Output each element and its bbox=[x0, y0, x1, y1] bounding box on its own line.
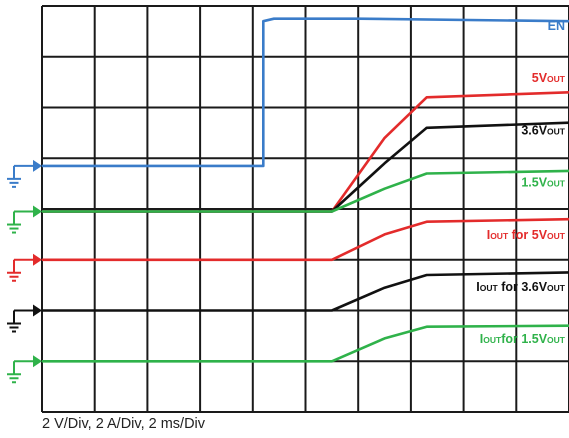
trace-6 bbox=[42, 324, 569, 363]
scope-grid bbox=[41, 5, 569, 413]
trace-labels: EN 5VOUT 3.6VOUT 1.5VOUT IOUT for 5VOUT IOUT … bbox=[476, 19, 566, 346]
ground-marker-icon bbox=[7, 205, 42, 234]
ground-markers bbox=[7, 159, 42, 384]
trace-label: 5VOUT bbox=[532, 71, 566, 85]
trace-label: IOUT for 3.6VOUT bbox=[476, 280, 566, 294]
ground-marker-icon bbox=[7, 253, 42, 282]
ground-marker-icon bbox=[7, 159, 42, 188]
waveform-traces bbox=[42, 17, 569, 363]
trace-label: IOUTfor 1.5VOUT bbox=[480, 332, 566, 346]
trace-5 bbox=[42, 271, 569, 312]
trace-3 bbox=[42, 169, 569, 213]
trace-0 bbox=[42, 17, 569, 168]
ground-marker-icon bbox=[7, 304, 42, 333]
ground-marker-icon bbox=[7, 355, 42, 384]
trace-label: 1.5VOUT bbox=[521, 176, 565, 190]
trace-label: EN bbox=[548, 19, 565, 33]
trace-label: IOUT for 5VOUT bbox=[487, 228, 566, 242]
scale-caption: 2 V/Div, 2 A/Div, 2 ms/Div bbox=[42, 416, 206, 432]
trace-4 bbox=[42, 217, 569, 262]
trace-label: 3.6VOUT bbox=[521, 123, 565, 137]
